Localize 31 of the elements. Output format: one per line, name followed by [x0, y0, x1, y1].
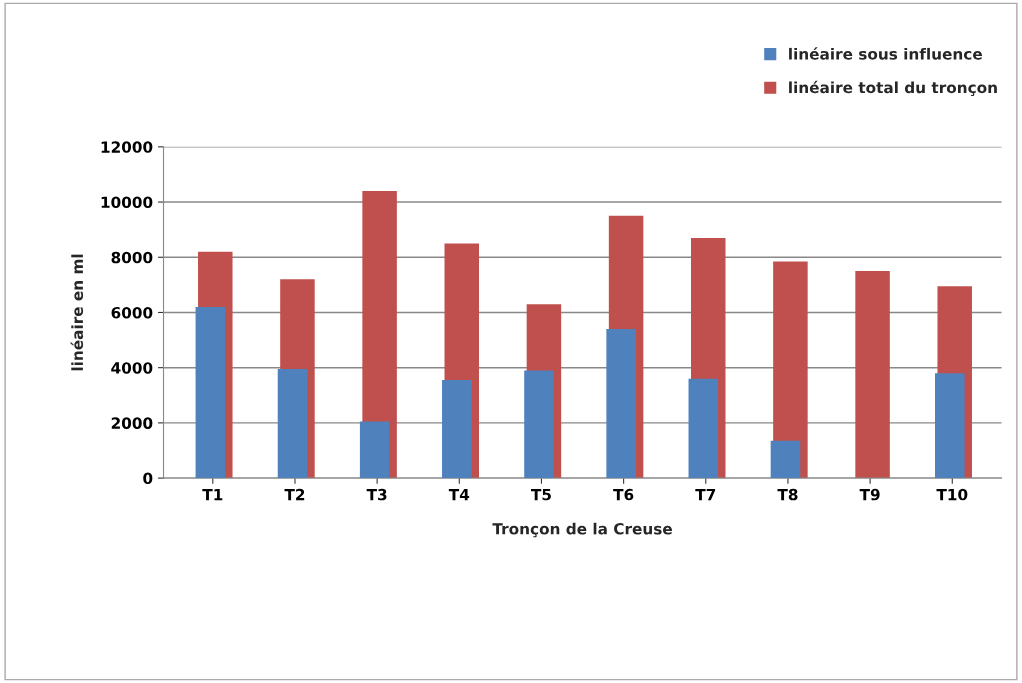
bar — [442, 380, 472, 479]
bar — [277, 369, 308, 479]
x-tick-label: T4 — [448, 488, 470, 501]
x-tick-label: T9 — [859, 488, 880, 501]
bar — [688, 378, 719, 479]
y-tick-label: 8000 — [111, 251, 153, 264]
x-tick-label: T6 — [613, 488, 634, 501]
y-axis-title: linéaire en ml — [70, 254, 84, 371]
x-tick-label: T5 — [531, 488, 551, 501]
y-tick-label: 6000 — [111, 306, 153, 319]
legend-label: linéaire total du tronçon — [789, 80, 997, 97]
x-tick-label: T10 — [936, 488, 968, 501]
x-axis-title: Tronçon de la Creuse — [492, 522, 672, 538]
y-tick-label: 0 — [143, 472, 153, 485]
bar — [770, 440, 801, 479]
bar — [935, 373, 965, 479]
y-tick-label: 4000 — [111, 362, 153, 374]
bar — [855, 271, 890, 479]
x-tick-label: T3 — [366, 488, 387, 501]
bar — [606, 329, 636, 479]
y-tick-label: 10000 — [101, 196, 153, 209]
x-tick-label: T1 — [202, 488, 223, 501]
bar — [195, 306, 226, 479]
bar — [524, 370, 554, 479]
x-tick-label: T2 — [284, 488, 305, 501]
legend-label: linéaire sous influence — [789, 47, 982, 60]
x-tick-label: T7 — [695, 488, 716, 501]
y-tick-label: 12000 — [101, 141, 153, 153]
bar — [359, 421, 390, 479]
x-tick-label: T8 — [777, 488, 798, 501]
y-tick-label: 2000 — [111, 417, 153, 429]
